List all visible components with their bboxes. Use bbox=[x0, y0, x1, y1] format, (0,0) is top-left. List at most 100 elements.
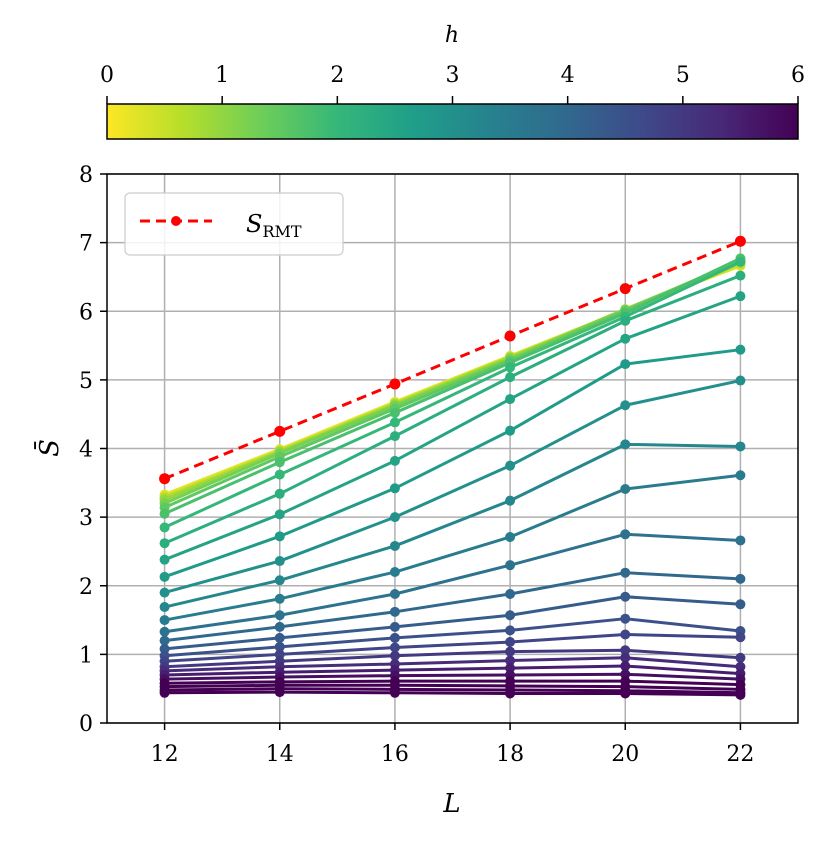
data-series bbox=[159, 613, 746, 661]
data-point bbox=[159, 687, 170, 698]
series-line bbox=[164, 571, 741, 643]
data-point bbox=[620, 688, 631, 699]
y-axis-label: S̄ bbox=[33, 439, 65, 457]
data-series bbox=[159, 529, 746, 637]
series-layer bbox=[159, 253, 746, 700]
y-tick-label: 0 bbox=[79, 712, 93, 737]
data-series bbox=[159, 344, 746, 582]
data-series bbox=[159, 645, 746, 672]
y-tick-label: 2 bbox=[79, 575, 93, 600]
x-tick-label: 18 bbox=[496, 742, 524, 767]
data-series bbox=[159, 470, 746, 626]
data-point bbox=[389, 650, 400, 661]
data-point bbox=[735, 632, 746, 643]
data-series bbox=[159, 291, 746, 565]
data-point bbox=[735, 270, 746, 281]
series-line bbox=[163, 258, 742, 509]
y-tick-label: 7 bbox=[79, 232, 93, 257]
data-point bbox=[159, 643, 170, 654]
series-line bbox=[164, 679, 741, 687]
x-tick-label: 12 bbox=[151, 742, 179, 767]
series-line bbox=[164, 632, 741, 663]
data-point bbox=[620, 591, 631, 602]
data-point bbox=[620, 645, 631, 656]
x-tick-label: 22 bbox=[726, 742, 754, 767]
series-line bbox=[163, 260, 742, 529]
data-point bbox=[735, 375, 746, 386]
y-tick-label: 3 bbox=[79, 506, 93, 531]
series-line bbox=[164, 348, 741, 579]
data-point bbox=[620, 333, 631, 344]
colorbar-tick-label: 2 bbox=[330, 63, 344, 88]
reference-point bbox=[389, 378, 401, 390]
reference-point bbox=[734, 235, 746, 247]
series-line bbox=[164, 379, 741, 595]
data-point bbox=[620, 652, 631, 663]
data-point bbox=[389, 687, 400, 698]
data-point bbox=[274, 649, 285, 660]
data-point bbox=[505, 655, 516, 666]
data-series bbox=[159, 375, 746, 598]
series-line bbox=[164, 648, 741, 669]
data-point bbox=[735, 344, 746, 355]
data-point bbox=[735, 661, 746, 672]
x-tick-label: 20 bbox=[611, 742, 639, 767]
data-series bbox=[159, 439, 746, 613]
data-point bbox=[620, 315, 631, 326]
colorbar-ticks: 0 1 2 3 4 5 6 bbox=[100, 63, 805, 104]
series-line bbox=[164, 617, 741, 658]
data-point bbox=[735, 599, 746, 610]
data-point bbox=[505, 460, 516, 471]
data-point bbox=[505, 372, 516, 383]
data-point bbox=[620, 529, 631, 540]
data-point bbox=[389, 417, 400, 428]
data-point bbox=[620, 439, 631, 450]
data-point bbox=[389, 540, 400, 551]
data-point bbox=[159, 571, 170, 582]
data-series bbox=[159, 567, 746, 646]
data-series bbox=[159, 687, 746, 700]
y-tick-label: 6 bbox=[79, 300, 93, 325]
data-point bbox=[389, 455, 400, 466]
data-point bbox=[389, 483, 400, 494]
x-axis-ticks: 12 14 16 18 20 22 bbox=[151, 723, 754, 767]
series-line bbox=[164, 294, 741, 562]
data-point bbox=[159, 635, 170, 646]
y-tick-label: 5 bbox=[79, 369, 93, 394]
series-line bbox=[163, 257, 742, 516]
reference-point bbox=[504, 330, 516, 342]
data-series bbox=[159, 629, 746, 667]
data-point bbox=[505, 495, 516, 506]
series-line bbox=[164, 442, 741, 609]
data-point bbox=[389, 621, 400, 632]
data-point bbox=[505, 394, 516, 405]
series-line bbox=[164, 687, 741, 695]
data-point bbox=[159, 538, 170, 549]
data-point bbox=[389, 407, 400, 418]
legend-marker bbox=[171, 216, 181, 226]
data-point bbox=[735, 535, 746, 546]
data-point bbox=[735, 256, 746, 267]
series-line bbox=[164, 595, 741, 651]
data-point bbox=[389, 632, 400, 643]
grid bbox=[107, 173, 798, 724]
colorbar-tick-label: 3 bbox=[446, 63, 460, 88]
data-point bbox=[620, 567, 631, 578]
data-point bbox=[274, 469, 285, 480]
data-point bbox=[159, 602, 170, 613]
data-point bbox=[620, 661, 631, 672]
colorbar-tick-label: 5 bbox=[676, 63, 690, 88]
data-point bbox=[274, 488, 285, 499]
reference-point bbox=[159, 473, 171, 485]
data-point bbox=[389, 431, 400, 442]
data-point bbox=[505, 532, 516, 543]
data-point bbox=[735, 291, 746, 302]
data-series bbox=[159, 254, 746, 513]
data-series bbox=[159, 256, 746, 533]
y-tick-label: 1 bbox=[79, 643, 93, 668]
data-point bbox=[505, 588, 516, 599]
data-point bbox=[505, 610, 516, 621]
series-line bbox=[164, 656, 741, 673]
legend-box bbox=[124, 192, 344, 256]
